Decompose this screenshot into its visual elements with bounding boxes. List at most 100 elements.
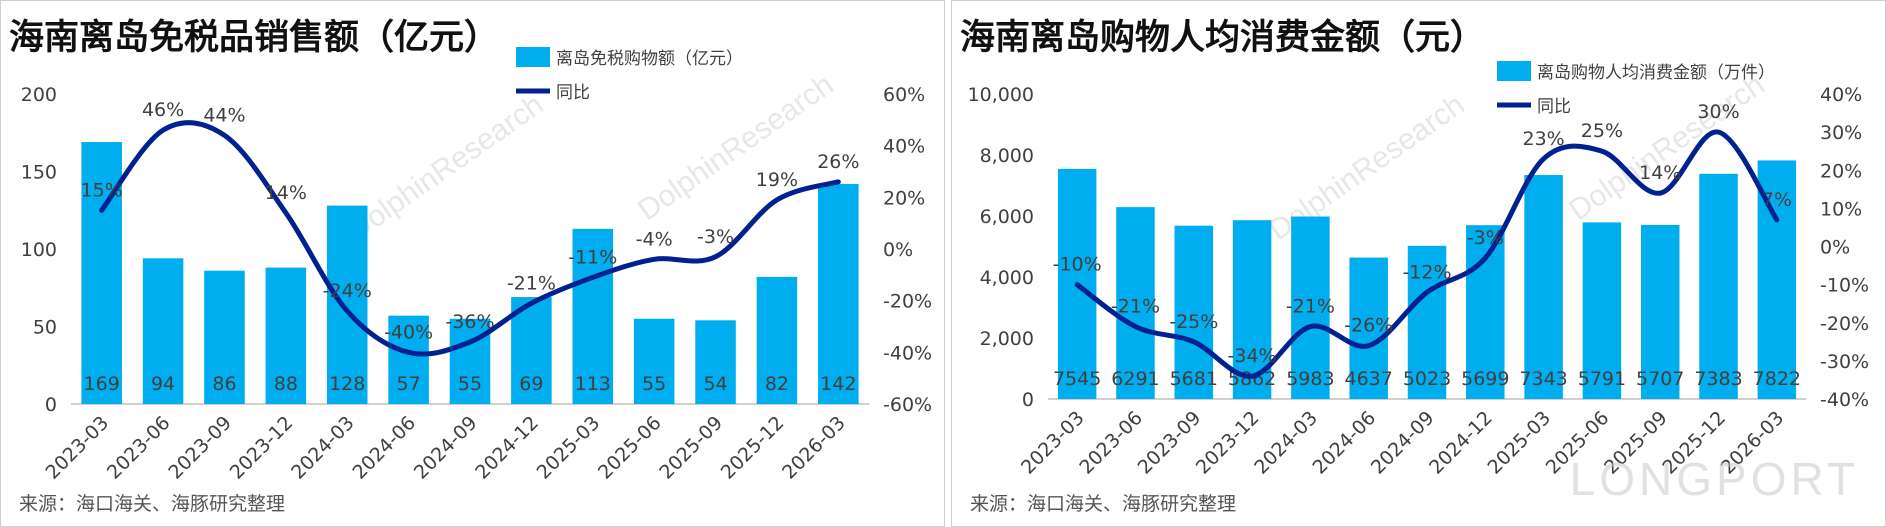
- bar: [265, 267, 307, 404]
- bar-value-label: 5983: [1286, 368, 1334, 390]
- yoy-data-label: -36%: [445, 311, 494, 333]
- y-left-tick-label: 0: [1022, 389, 1034, 411]
- bar-value-label: 69: [519, 373, 543, 395]
- bar-value-label: 5707: [1636, 368, 1684, 390]
- yoy-data-label: -40%: [384, 321, 433, 343]
- y-right-tick-label: 60%: [883, 84, 925, 106]
- y-left-tick-label: 100: [21, 239, 57, 261]
- yoy-data-label: -3%: [697, 226, 734, 248]
- y-right-tick-label: -60%: [883, 394, 932, 416]
- y-left-tick-label: 10,000: [968, 84, 1034, 106]
- legend-bar-label: 离岛免税购物额（亿元）: [556, 49, 743, 69]
- chart-source: 来源：海口海关、海豚研究整理: [19, 493, 286, 515]
- yoy-data-label: 26%: [817, 151, 859, 173]
- yoy-data-label: 19%: [756, 169, 798, 191]
- y-right-tick-label: -10%: [1820, 275, 1869, 297]
- chart-sales-svg: 0 50 100 150 200 -60% -40% -20% 0% 20% 40% 60% 169 94…: [21, 47, 932, 484]
- bar: [633, 318, 675, 404]
- bar-value-label: 6291: [1111, 368, 1159, 390]
- chart-per-capita-svg: 0 2,000 4,000 6,000 8,000 10,000 -40% -30% -20% -…: [968, 61, 1869, 479]
- yoy-data-label: 14%: [265, 182, 307, 204]
- x-tick-label: 2023-03: [1017, 407, 1089, 479]
- y-left-tick-label: 200: [21, 84, 57, 106]
- bar: [695, 320, 736, 404]
- chart-title: 海南离岛免税品销售额（亿元）: [9, 18, 500, 58]
- bar-value-label: 5791: [1578, 368, 1626, 390]
- bar-value-label: 5681: [1170, 368, 1218, 390]
- bar: [511, 297, 552, 404]
- y-left-tick-label: 6,000: [980, 206, 1034, 228]
- bar: [388, 315, 429, 404]
- chart-panel-right: DolphinResearch DolphinResearch 0 2,000 4,…: [951, 0, 1886, 527]
- y-left-tick-label: 4,000: [980, 267, 1034, 289]
- bar: [326, 205, 368, 404]
- bar: [1291, 216, 1330, 399]
- bar: [572, 228, 614, 404]
- yoy-data-label: -3%: [1467, 227, 1504, 249]
- yoy-data-label: 25%: [1581, 120, 1623, 142]
- yoy-data-label: 7%: [1762, 189, 1792, 211]
- legend-line-label: 同比: [1537, 97, 1571, 117]
- y-right-tick-label: -20%: [1820, 313, 1869, 335]
- yoy-data-label: -24%: [323, 280, 372, 302]
- yoy-data-label: 30%: [1697, 101, 1739, 123]
- brand-logo: LONGPORT: [1569, 453, 1859, 505]
- y-right-tick-label: 20%: [883, 187, 925, 209]
- x-tick-label: 2025-06: [594, 412, 666, 484]
- bar: [756, 276, 798, 404]
- y-right-tick-label: -40%: [1820, 389, 1869, 411]
- yoy-data-label: -10%: [1053, 254, 1102, 276]
- y-right-tick-label: -40%: [883, 342, 932, 364]
- bar: [142, 258, 184, 404]
- bar: [204, 270, 245, 404]
- yoy-data-label: -21%: [1286, 296, 1335, 318]
- bar-value-label: 4637: [1345, 368, 1393, 390]
- bar-value-label: 5699: [1461, 368, 1509, 390]
- bar-value-label: 94: [151, 373, 175, 395]
- x-tick-label: 2023-03: [42, 412, 114, 484]
- yoy-data-label: 15%: [81, 179, 123, 201]
- y-right-tick-label: -30%: [1820, 351, 1869, 373]
- y-right-tick-label: 0%: [883, 239, 913, 261]
- x-tick-label: 2023-12: [226, 412, 298, 484]
- legend-bar-swatch: [516, 47, 550, 67]
- legend-bar-swatch: [1497, 61, 1531, 81]
- yoy-data-label: 23%: [1522, 128, 1564, 150]
- bar-value-label: 169: [84, 373, 120, 395]
- y-left-tick-label: 8,000: [980, 145, 1034, 167]
- bar-value-label: 54: [703, 373, 727, 395]
- yoy-data-label: -21%: [507, 272, 556, 294]
- bar: [1640, 224, 1680, 399]
- yoy-data-label: -25%: [1169, 311, 1218, 333]
- bar-value-label: 55: [458, 373, 482, 395]
- bar-value-label: 82: [765, 373, 789, 395]
- y-right-tick-label: 40%: [1820, 84, 1862, 106]
- x-tick-label: 2023-06: [1075, 407, 1147, 479]
- x-tick-label: 2025-03: [1483, 407, 1555, 479]
- bar: [1174, 225, 1214, 399]
- bar-value-label: 128: [329, 373, 365, 395]
- x-tick-label: 2024-12: [1425, 407, 1497, 479]
- y-right-tick-label: 30%: [1820, 122, 1862, 144]
- y-right-tick-label: 10%: [1820, 198, 1862, 220]
- yoy-data-label: 46%: [142, 99, 184, 121]
- x-tick-label: 2024-06: [1309, 407, 1381, 479]
- yoy-data-label: 14%: [1639, 162, 1681, 184]
- bar-value-label: 55: [642, 373, 666, 395]
- x-tick-label: 2025-09: [655, 412, 727, 484]
- bar-value-label: 7383: [1694, 368, 1742, 390]
- yoy-data-label: -34%: [1228, 345, 1277, 367]
- yoy-line: [99, 120, 841, 357]
- chart-panel-left: DolphinResearch DolphinResearch 0 50 100 15…: [0, 0, 945, 527]
- x-tick-label: 2023-09: [1134, 407, 1206, 479]
- y-right-tick-label: 40%: [883, 136, 925, 158]
- x-tick-label: 2025-12: [717, 412, 789, 484]
- x-tick-label: 2024-03: [287, 412, 359, 484]
- x-tick-label: 2023-09: [164, 412, 236, 484]
- x-tick-label: 2024-09: [1367, 407, 1439, 479]
- y-left-tick-label: 0: [45, 394, 57, 416]
- bar: [1524, 175, 1563, 399]
- yoy-data-label: -11%: [568, 246, 617, 268]
- bar: [1349, 257, 1388, 399]
- legend-line-label: 同比: [556, 83, 590, 103]
